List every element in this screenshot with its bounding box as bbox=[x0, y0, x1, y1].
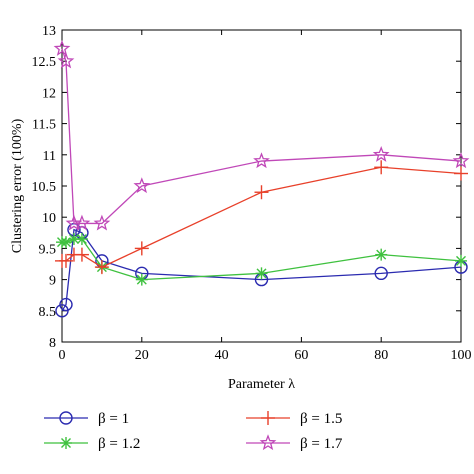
y-tick-label: 9 bbox=[49, 274, 56, 289]
y-tick-label: 10.5 bbox=[32, 180, 57, 195]
data-point bbox=[455, 254, 467, 267]
data-point bbox=[133, 177, 151, 194]
data-point bbox=[57, 52, 75, 69]
y-axis-ticks: 8 8.5 9 9.5 10 10.5 11 11.5 12 12.5 13 bbox=[32, 24, 461, 351]
series-group bbox=[53, 39, 470, 318]
data-point bbox=[255, 267, 268, 280]
legend-marker bbox=[259, 434, 277, 451]
data-point bbox=[135, 273, 148, 286]
legend-label: β = 1.7 bbox=[300, 436, 343, 452]
y-axis-label: Clustering error (100%) bbox=[10, 118, 25, 253]
x-axis-label: Parameter λ bbox=[228, 377, 295, 392]
x-tick-label: 20 bbox=[135, 348, 149, 363]
y-tick-label: 9.5 bbox=[39, 242, 57, 257]
y-tick-label: 8.5 bbox=[39, 305, 57, 320]
legend-marker bbox=[261, 411, 275, 425]
legend-item: β = 1 bbox=[44, 411, 129, 427]
data-point bbox=[375, 248, 388, 261]
data-point bbox=[452, 152, 470, 169]
legend-label: β = 1 bbox=[98, 411, 129, 427]
x-tick-label: 40 bbox=[215, 348, 229, 363]
data-point bbox=[58, 253, 73, 268]
legend-label: β = 1.2 bbox=[98, 436, 140, 452]
y-tick-label: 11.5 bbox=[32, 118, 56, 133]
y-tick-label: 12 bbox=[42, 86, 56, 101]
legend-marker bbox=[59, 411, 73, 425]
x-tick-label: 0 bbox=[59, 348, 66, 363]
data-point bbox=[53, 39, 71, 56]
legend-item: β = 1.7 bbox=[246, 434, 343, 452]
x-axis-ticks: 0 20 40 60 80 100 bbox=[59, 30, 472, 363]
y-tick-label: 8 bbox=[49, 336, 56, 351]
data-point bbox=[134, 241, 149, 256]
x-tick-label: 80 bbox=[374, 348, 388, 363]
data-point bbox=[254, 185, 269, 200]
data-point bbox=[74, 247, 89, 262]
x-tick-label: 60 bbox=[294, 348, 308, 363]
data-point bbox=[94, 260, 109, 275]
series-line-4 bbox=[61, 48, 462, 225]
legend: β = 1 β = 1.2 β = 1.5 β = 1.7 bbox=[44, 411, 343, 452]
y-tick-label: 12.5 bbox=[32, 55, 57, 70]
legend-item: β = 1.5 bbox=[246, 411, 342, 427]
data-point bbox=[75, 233, 88, 246]
data-point bbox=[93, 214, 111, 231]
data-point bbox=[454, 166, 468, 181]
legend-marker bbox=[60, 437, 72, 449]
data-point bbox=[372, 145, 390, 162]
data-point bbox=[253, 152, 270, 169]
legend-item: β = 1.2 bbox=[44, 436, 140, 452]
data-point bbox=[374, 266, 388, 281]
y-tick-label: 11 bbox=[43, 149, 56, 164]
y-tick-label: 10 bbox=[42, 211, 56, 226]
data-point bbox=[374, 160, 389, 175]
data-point bbox=[59, 297, 73, 312]
series-line-3 bbox=[62, 166, 462, 268]
data-point bbox=[73, 214, 91, 231]
x-tick-label: 100 bbox=[451, 348, 472, 363]
legend-label: β = 1.5 bbox=[300, 411, 342, 427]
y-tick-label: 13 bbox=[42, 24, 56, 39]
